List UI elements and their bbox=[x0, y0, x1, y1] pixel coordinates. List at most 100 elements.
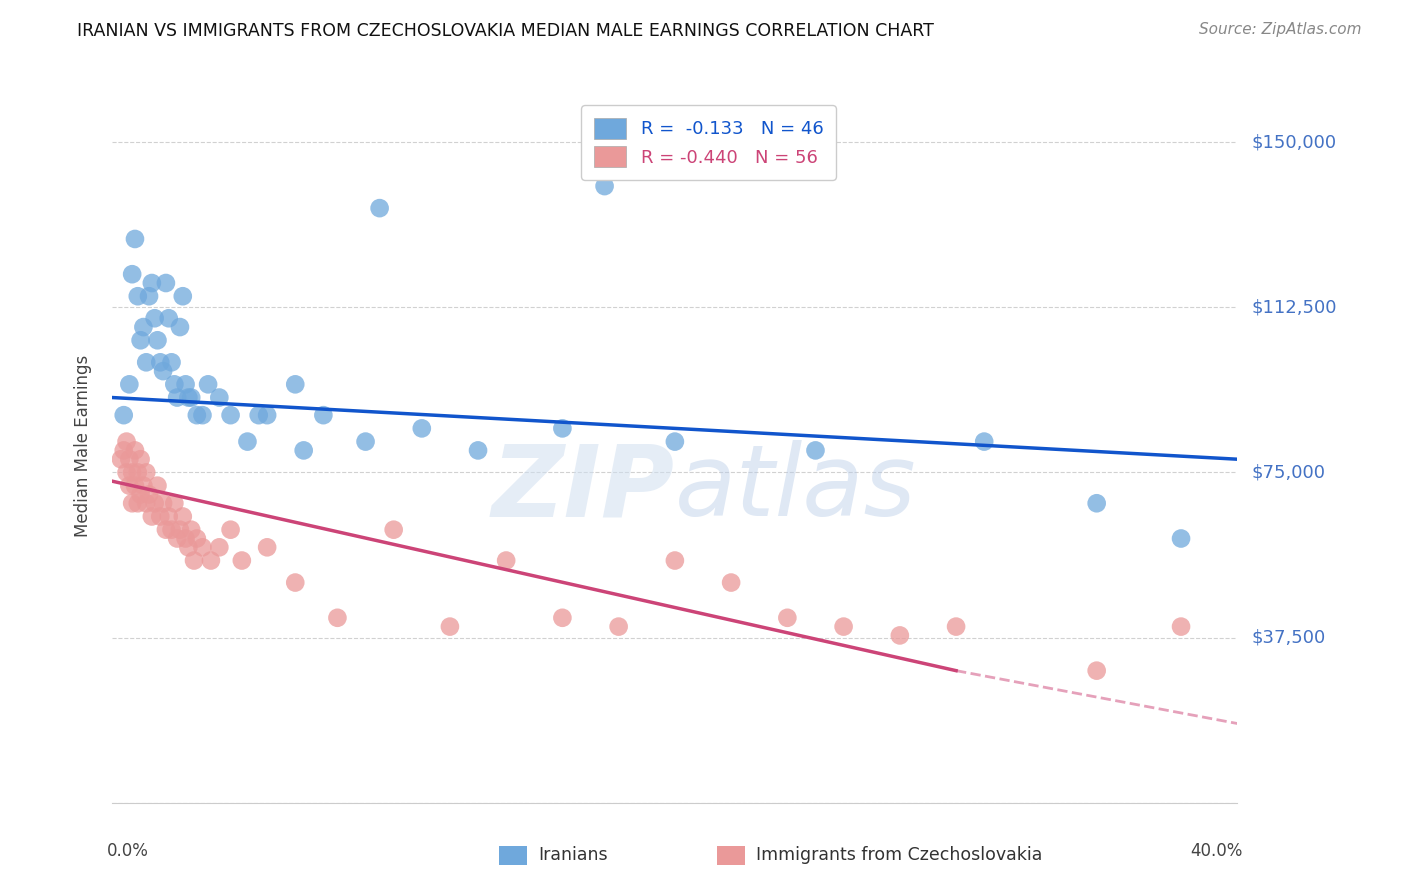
Point bbox=[208, 391, 231, 405]
Bar bbox=[499, 846, 527, 865]
Point bbox=[172, 289, 194, 303]
Point bbox=[115, 466, 138, 480]
Point bbox=[177, 541, 200, 555]
Text: 40.0%: 40.0% bbox=[1191, 842, 1243, 860]
Point bbox=[832, 619, 855, 633]
Point bbox=[112, 443, 135, 458]
Point bbox=[127, 289, 149, 303]
Point bbox=[135, 466, 157, 480]
Point bbox=[467, 443, 489, 458]
Point bbox=[191, 408, 214, 422]
Point bbox=[141, 276, 163, 290]
Point bbox=[219, 523, 242, 537]
Text: Source: ZipAtlas.com: Source: ZipAtlas.com bbox=[1198, 22, 1361, 37]
Point bbox=[160, 355, 183, 369]
Point bbox=[551, 421, 574, 435]
Point bbox=[284, 377, 307, 392]
Point bbox=[163, 496, 186, 510]
Point bbox=[169, 320, 191, 334]
Point bbox=[127, 466, 149, 480]
Point bbox=[354, 434, 377, 449]
Point bbox=[163, 377, 186, 392]
Point bbox=[152, 364, 174, 378]
Point bbox=[292, 443, 315, 458]
Point bbox=[1170, 619, 1192, 633]
Point bbox=[169, 523, 191, 537]
Text: 0.0%: 0.0% bbox=[107, 842, 149, 860]
Point bbox=[143, 311, 166, 326]
Point bbox=[664, 553, 686, 567]
Point bbox=[155, 523, 177, 537]
Point bbox=[157, 509, 180, 524]
Point bbox=[200, 553, 222, 567]
Point bbox=[804, 443, 827, 458]
Text: Immigrants from Czechoslovakia: Immigrants from Czechoslovakia bbox=[756, 847, 1043, 864]
Point bbox=[945, 619, 967, 633]
Text: $37,500: $37,500 bbox=[1251, 629, 1326, 647]
Point bbox=[129, 333, 152, 347]
Point bbox=[160, 523, 183, 537]
Y-axis label: Median Male Earnings: Median Male Earnings bbox=[73, 355, 91, 537]
Point bbox=[121, 466, 143, 480]
Point bbox=[121, 267, 143, 281]
Bar bbox=[717, 846, 745, 865]
Point bbox=[664, 434, 686, 449]
Point bbox=[166, 391, 188, 405]
Point bbox=[219, 408, 242, 422]
Point bbox=[118, 377, 141, 392]
Point bbox=[132, 320, 155, 334]
Point bbox=[143, 496, 166, 510]
Text: IRANIAN VS IMMIGRANTS FROM CZECHOSLOVAKIA MEDIAN MALE EARNINGS CORRELATION CHART: IRANIAN VS IMMIGRANTS FROM CZECHOSLOVAKI… bbox=[77, 22, 934, 40]
Point bbox=[247, 408, 270, 422]
Point bbox=[368, 201, 391, 215]
Point bbox=[551, 611, 574, 625]
Text: $112,500: $112,500 bbox=[1251, 298, 1337, 317]
Point bbox=[236, 434, 259, 449]
Point bbox=[157, 311, 180, 326]
Point bbox=[129, 487, 152, 501]
Point bbox=[135, 355, 157, 369]
Point bbox=[720, 575, 742, 590]
Point bbox=[284, 575, 307, 590]
Point bbox=[138, 487, 160, 501]
Point bbox=[186, 532, 208, 546]
Point bbox=[177, 391, 200, 405]
Point bbox=[146, 333, 169, 347]
Point bbox=[231, 553, 253, 567]
Point bbox=[155, 276, 177, 290]
Point bbox=[172, 509, 194, 524]
Point bbox=[197, 377, 219, 392]
Point bbox=[180, 391, 202, 405]
Point bbox=[1170, 532, 1192, 546]
Point bbox=[607, 619, 630, 633]
Point bbox=[124, 232, 146, 246]
Point bbox=[180, 523, 202, 537]
Text: Iranians: Iranians bbox=[538, 847, 609, 864]
Point bbox=[124, 443, 146, 458]
Point bbox=[889, 628, 911, 642]
Point bbox=[312, 408, 335, 422]
Point bbox=[1085, 496, 1108, 510]
Point bbox=[149, 355, 172, 369]
Point bbox=[135, 496, 157, 510]
Point bbox=[132, 478, 155, 492]
Point bbox=[166, 532, 188, 546]
Point bbox=[256, 541, 278, 555]
Point bbox=[118, 478, 141, 492]
Point bbox=[110, 452, 132, 467]
Point bbox=[382, 523, 405, 537]
Point bbox=[149, 509, 172, 524]
Point bbox=[256, 408, 278, 422]
Text: atlas: atlas bbox=[675, 441, 917, 537]
Point bbox=[593, 179, 616, 194]
Point bbox=[112, 408, 135, 422]
Point bbox=[146, 478, 169, 492]
Point bbox=[776, 611, 799, 625]
Point bbox=[183, 553, 205, 567]
Point bbox=[411, 421, 433, 435]
Point bbox=[439, 619, 461, 633]
Point bbox=[174, 532, 197, 546]
Point bbox=[121, 496, 143, 510]
Point bbox=[326, 611, 349, 625]
Text: $75,000: $75,000 bbox=[1251, 464, 1326, 482]
